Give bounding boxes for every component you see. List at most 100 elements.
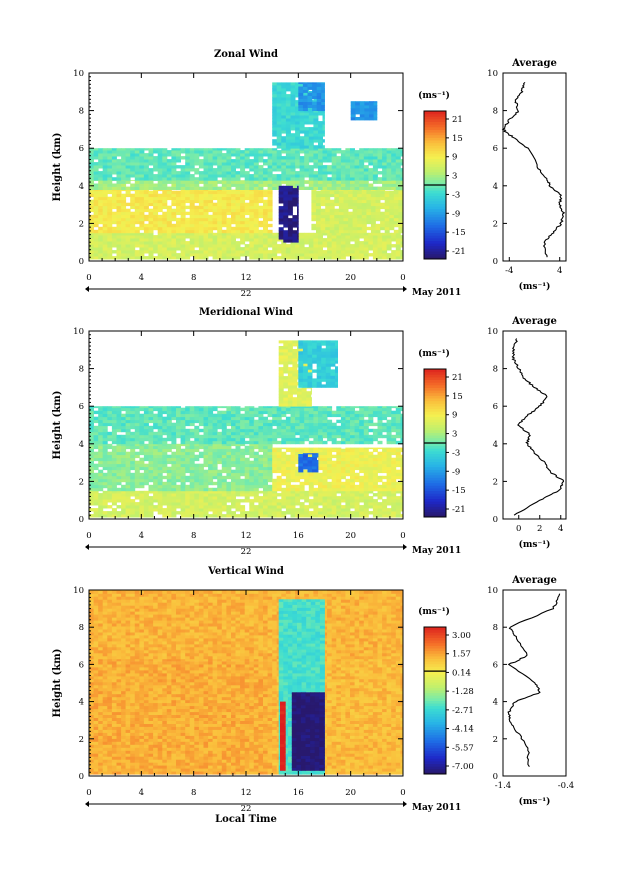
heatmap-cell [253,190,259,195]
heatmap-cell [364,108,370,112]
heatmap-cell [391,487,397,492]
heatmap-cell [189,202,195,207]
heatmap-cell [102,235,108,239]
heatmap-cell [203,217,209,222]
heatmap-cell [121,406,127,409]
heatmap-cell [171,413,177,418]
heatmap-cell [295,484,301,489]
heatmap-cell [281,85,287,89]
heatmap-cell [384,211,390,216]
heatmap-cell [102,434,108,439]
heatmap-cell [290,487,296,492]
heatmap-cell [400,469,404,474]
heatmap-cell [297,218,299,222]
profile-x-tick-label: 4 [557,266,562,276]
heatmap-cell [221,493,227,497]
heatmap-cell [290,511,296,515]
heatmap-cell [395,171,401,175]
heatmap-cell [258,180,264,184]
heatmap-cell [235,171,241,175]
heatmap-cell [148,428,154,433]
heatmap-cell [272,457,278,462]
heatmap-cell [389,211,395,216]
heatmap-cell [263,514,268,518]
heatmap-cell [130,256,136,260]
heatmap-cell [116,180,122,184]
heatmap-cell [98,180,104,184]
heatmap-cell [244,475,250,480]
heatmap-cell [116,214,122,219]
heatmap-cell [343,196,349,201]
heatmap-cell [89,171,94,175]
heatmap-cell [377,505,383,509]
heatmap-cell [116,416,122,421]
heatmap-cell [285,454,291,459]
heatmap-cell [359,475,365,480]
heatmap-cell [263,481,268,486]
heatmap-cell [389,214,395,219]
heatmap-cell [308,511,314,515]
heatmap-cell [198,241,204,245]
heatmap-cell [143,165,149,169]
heatmap-cell [375,205,381,210]
heatmap-cell [290,253,296,257]
heatmap-cell [153,238,159,242]
heatmap-cell [382,159,388,163]
heatmap-cell [386,514,392,518]
heatmap-cell [166,196,172,201]
heatmap-cell [285,457,291,462]
heatmap-cell [116,410,122,415]
heatmap-cell [102,180,108,181]
heatmap-cell [139,407,145,412]
heatmap-cell [107,180,113,181]
heatmap-cell [157,238,163,242]
heatmap-cell [98,214,104,219]
heatmap-cell [171,514,177,518]
heatmap-cell [180,177,186,181]
heatmap-cell [272,142,278,146]
heatmap-cell [311,223,317,228]
heatmap-cell [283,236,289,240]
heatmap-cell [343,205,349,210]
heatmap-cell [217,244,223,248]
colorbar-segment [424,113,446,117]
heatmap-cell [359,153,365,157]
heatmap-cell [400,183,404,187]
heatmap-cell [111,413,117,418]
heatmap-cell [217,162,223,166]
heatmap-cell [354,484,360,489]
heatmap-cell [139,253,145,257]
heatmap-cell [221,205,227,210]
heatmap-cell [208,445,214,450]
heatmap-cell [345,514,351,518]
colorbar-segment [424,179,446,183]
heatmap-cell [276,451,282,456]
heatmap-cell [93,478,99,483]
heatmap-cell [116,177,122,181]
heatmap-cell [375,214,381,219]
heatmap-cell [139,475,145,480]
profile-y-tick-label: 8 [493,107,498,117]
heatmap-cell [208,196,214,201]
heatmap-cell [111,434,117,439]
heatmap-cell [377,475,383,480]
heatmap-cell [212,487,218,492]
heatmap-cell [162,410,168,415]
heatmap-cell [116,434,122,439]
heatmap-cell [98,445,104,450]
heatmap-cell [93,406,99,409]
heatmap-cell [298,98,304,102]
heatmap-cell [295,174,301,178]
heatmap-cell [89,241,94,245]
heatmap-cell [231,406,236,409]
heatmap-cell [111,451,117,456]
heatmap-cell [263,180,268,184]
heatmap-cell [345,180,351,181]
heatmap-cell [298,89,304,93]
heatmap-cell [189,232,195,236]
heatmap-cell [276,478,282,483]
heatmap-cell [249,481,255,486]
heatmap-cell [395,448,401,453]
heatmap-cell [166,193,172,198]
